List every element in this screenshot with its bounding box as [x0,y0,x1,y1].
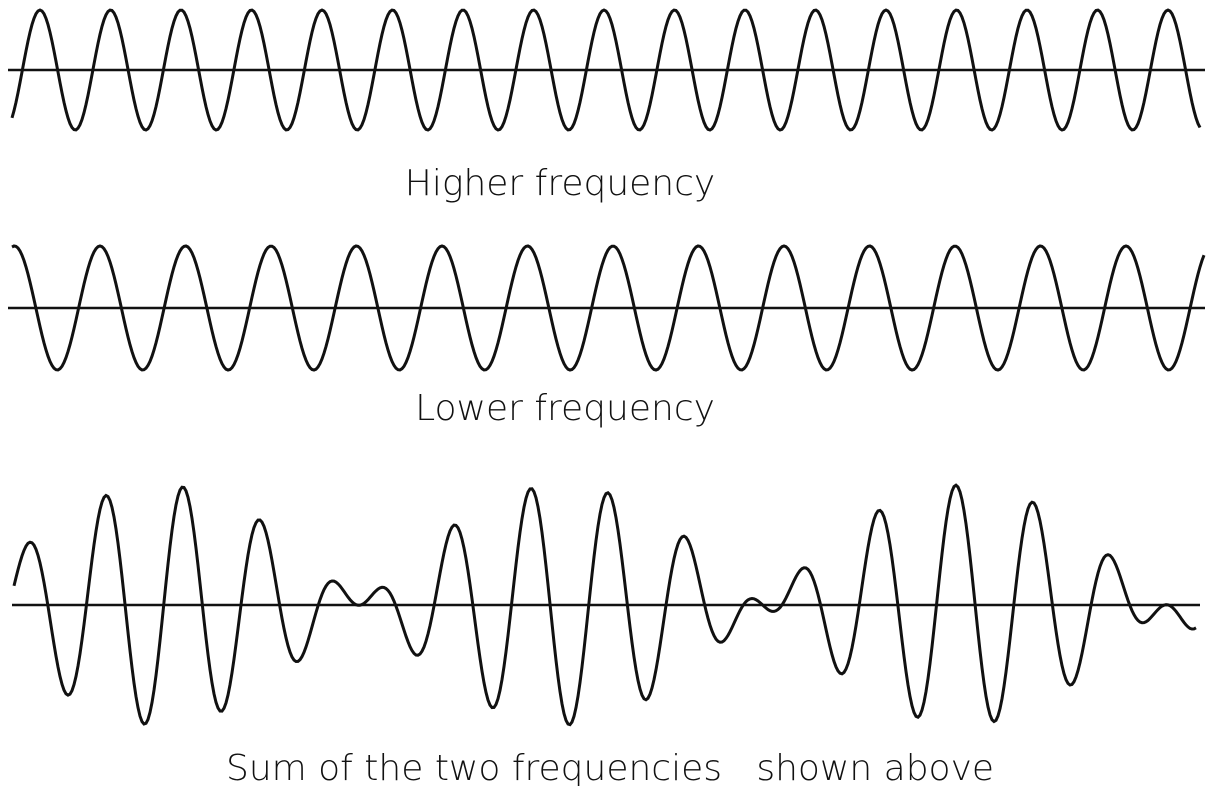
wave-label: Higher frequency [405,163,715,204]
higher-wave [10,8,1202,132]
wave-label: Sum of the two frequencies shown above [226,748,994,786]
wave-label: Lower frequency [415,388,715,429]
lower-wave [11,244,1206,372]
sum-wave [12,483,1197,727]
